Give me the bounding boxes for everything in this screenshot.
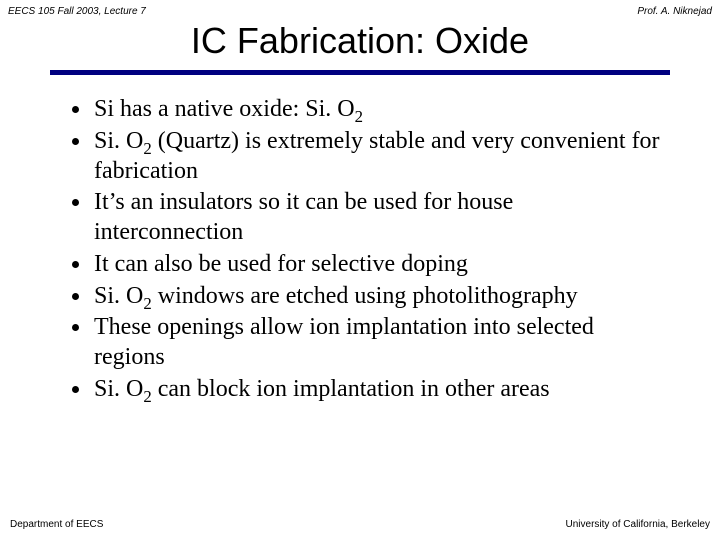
slide-title: IC Fabrication: Oxide bbox=[0, 20, 720, 62]
bullet-item: It can also be used for selective doping bbox=[66, 250, 666, 280]
bullet-item: Si has a native oxide: Si. O2 bbox=[66, 95, 666, 125]
footer-right: University of California, Berkeley bbox=[566, 519, 711, 530]
header-left: EECS 105 Fall 2003, Lecture 7 bbox=[8, 6, 146, 17]
title-rule bbox=[50, 70, 670, 75]
bullet-item: It’s an insulators so it can be used for… bbox=[66, 188, 666, 248]
header-right: Prof. A. Niknejad bbox=[637, 6, 712, 17]
footer-left: Department of EECS bbox=[10, 519, 103, 530]
bullet-item: Si. O2 windows are etched using photolit… bbox=[66, 282, 666, 312]
bullet-item: These openings allow ion implantation in… bbox=[66, 313, 666, 373]
bullet-item: Si. O2 (Quartz) is extremely stable and … bbox=[66, 127, 666, 187]
slide: EECS 105 Fall 2003, Lecture 7 Prof. A. N… bbox=[0, 0, 720, 540]
bullet-item: Si. O2 can block ion implantation in oth… bbox=[66, 375, 666, 405]
bullet-list: Si has a native oxide: Si. O2 Si. O2 (Qu… bbox=[66, 95, 666, 407]
